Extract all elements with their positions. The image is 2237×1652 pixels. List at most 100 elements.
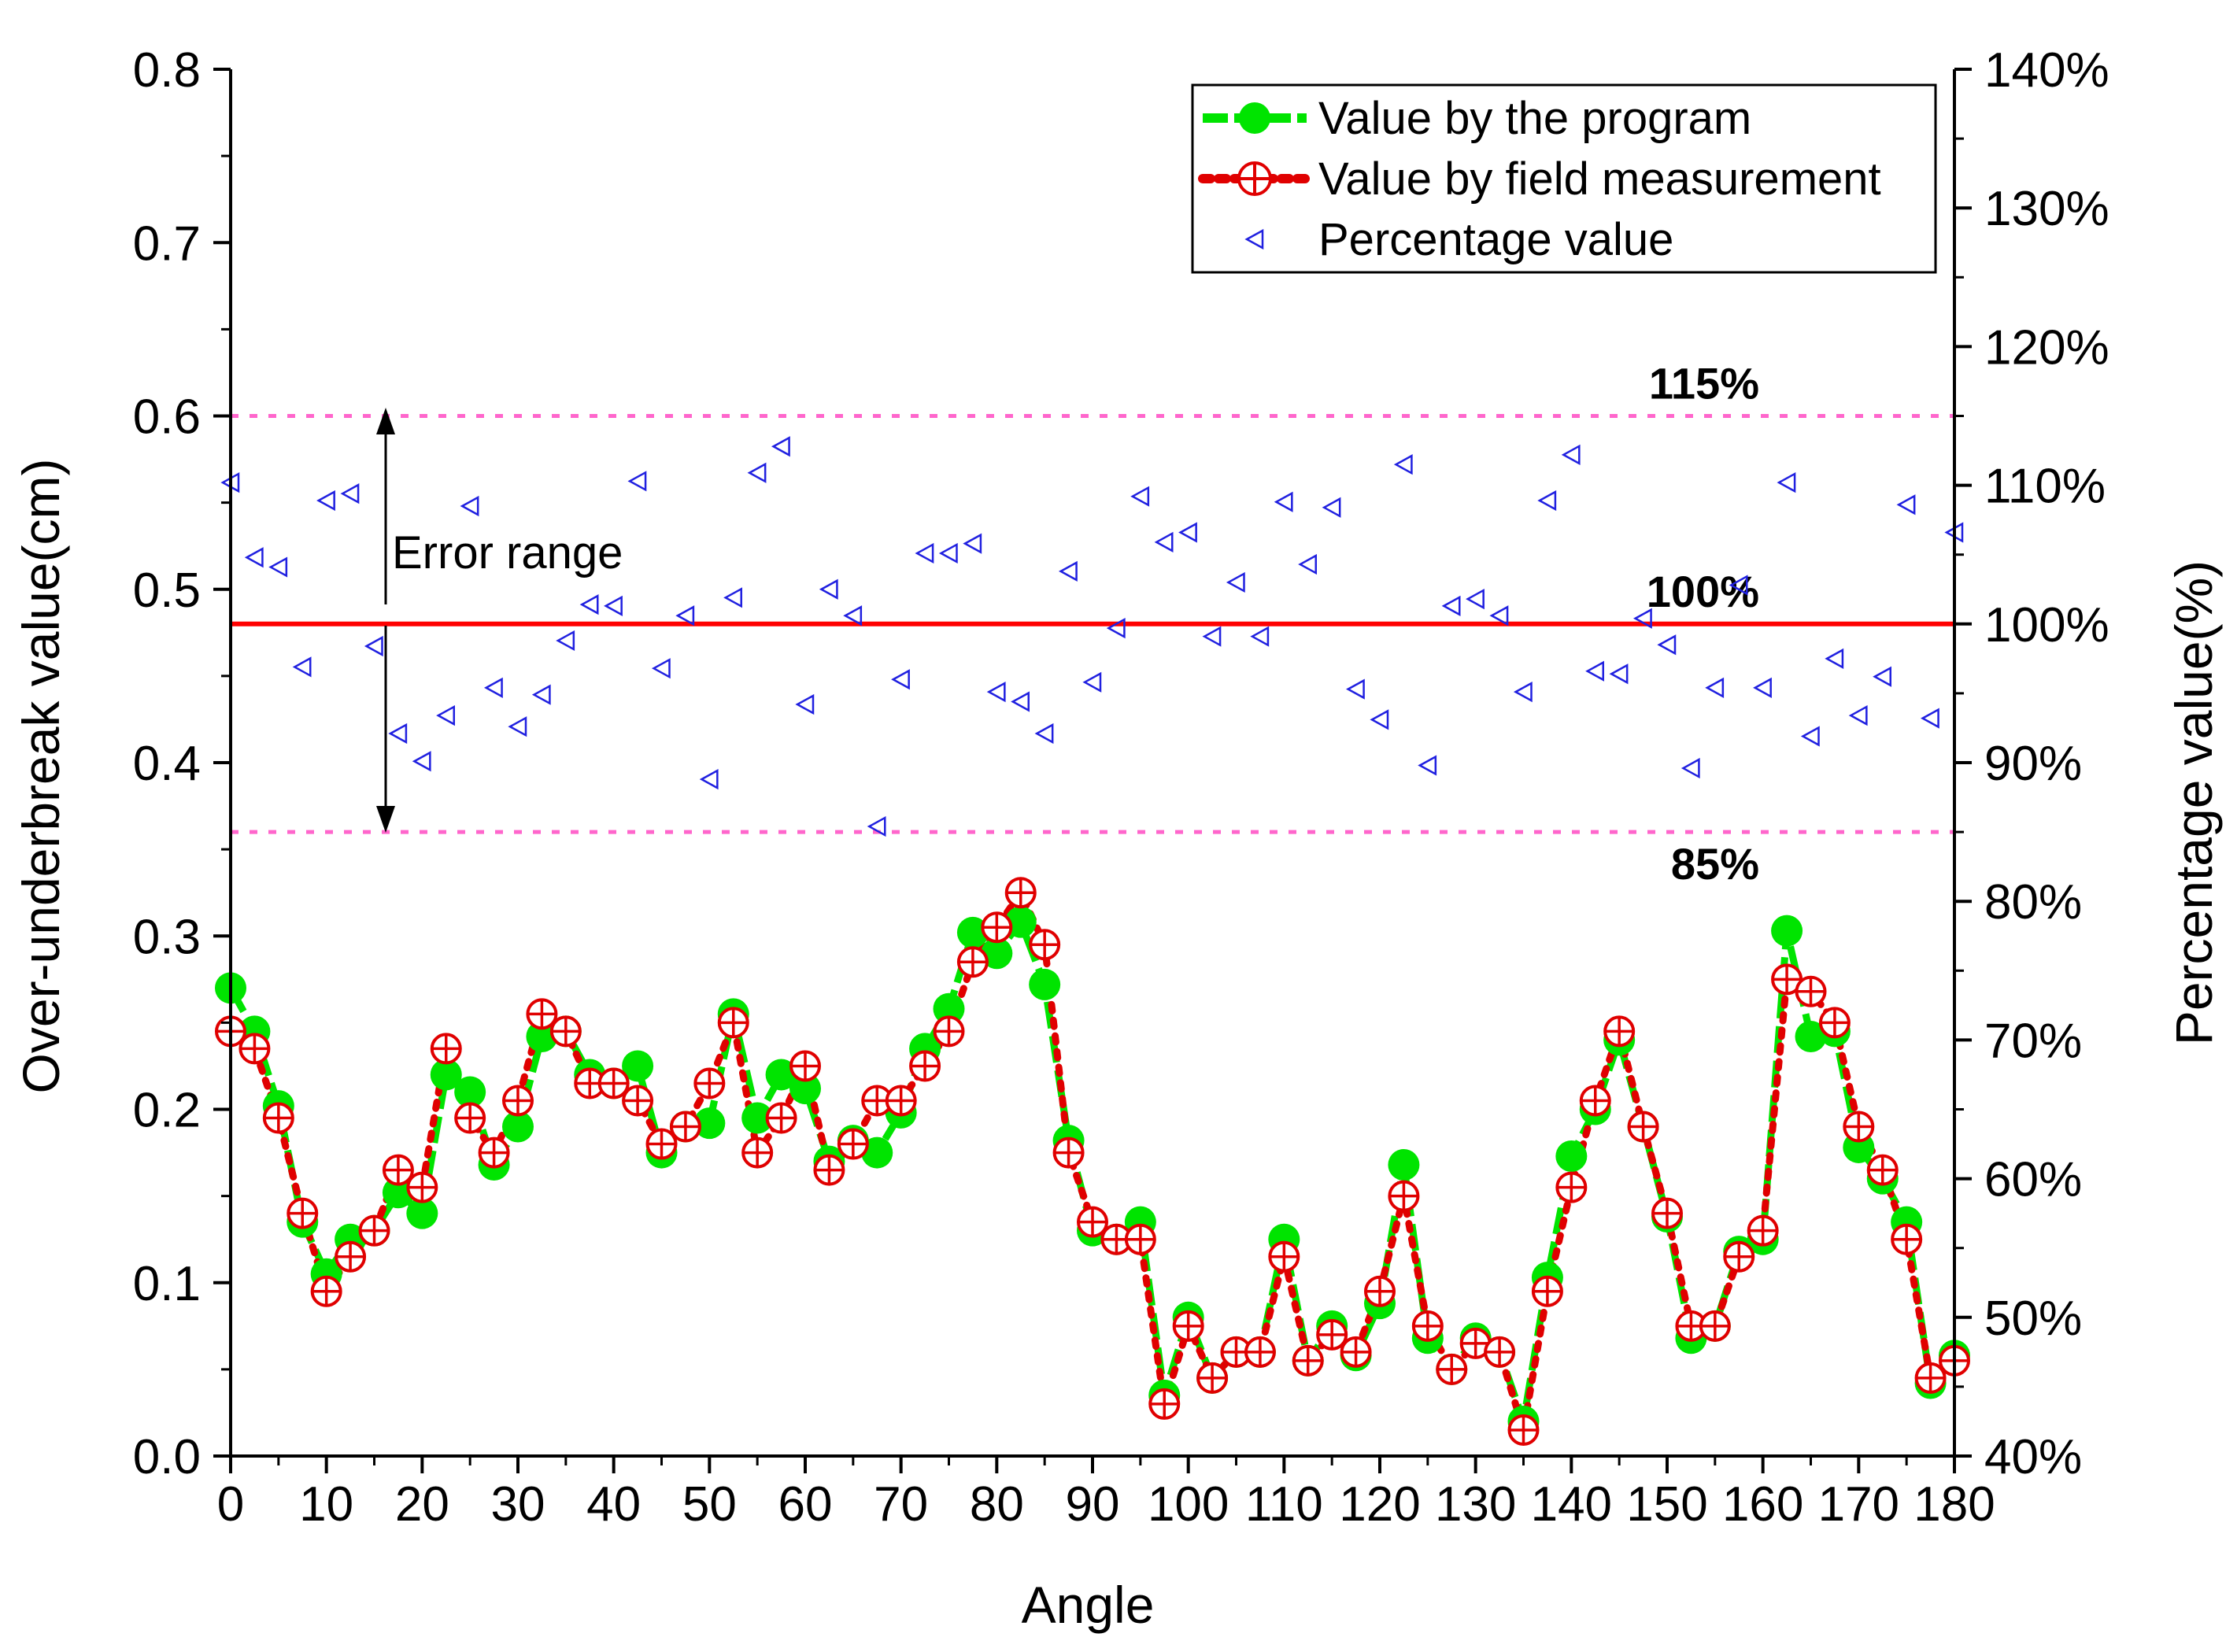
field-point [909,1050,941,1082]
field-point [837,1128,869,1160]
field-point [1148,1388,1181,1420]
percentage-point [1489,605,1509,626]
percentage-point [651,658,671,679]
percentage-point [1777,471,1796,493]
y2-tick-label: 60% [1984,1153,2082,1207]
y2-tick-label: 100% [1984,598,2109,652]
program-point [406,1197,438,1229]
percentage-point [1657,634,1677,656]
legend: Value by the program Value by field meas… [1191,83,1937,274]
field-point [1436,1353,1468,1385]
percentage-point [1729,575,1748,596]
program-point [933,992,965,1025]
percentage-point [1011,691,1030,712]
percentage-point [986,682,1006,703]
percentage-point [531,684,551,705]
percentage-point [316,490,335,512]
program-point [981,937,1013,970]
percentage-point [747,462,767,483]
y2-tick-label: 70% [1984,1014,2082,1068]
field-point [622,1085,654,1117]
field-point [1507,1414,1540,1446]
percentage-point [1825,648,1844,669]
percentage-point [268,556,288,578]
field-point [1364,1275,1396,1307]
field-point [502,1085,534,1117]
field-point [430,1033,462,1065]
percentage-point [1034,723,1054,745]
field-point [1531,1275,1563,1307]
field-point [526,998,558,1030]
x-axis-title: Angle [1022,1576,1155,1634]
field-point [933,1015,965,1048]
field-point [1077,1206,1108,1238]
percentage-point [1896,494,1916,516]
y2-tick-label: 50% [1984,1292,2082,1346]
field-point [1771,963,1803,996]
field-point [597,1067,630,1099]
axes: 0 10 20 30 40 50 60 70 80 90 100 110 120 130 140 150 160… [133,43,2109,1532]
y-tick-label: 0.5 [133,564,201,618]
field-point [1675,1310,1707,1342]
error-range-arrowhead-up [376,408,395,434]
field-point [1555,1171,1588,1203]
program-point [1388,1148,1420,1181]
y2-axis-title: Percentage value(%) [2165,560,2223,1045]
field-point [335,1240,367,1273]
percentage-point [244,547,264,568]
percentage-point [579,594,599,615]
percentage-point [1178,522,1197,543]
y2-tick-label: 80% [1984,875,2082,929]
field-point [238,1033,271,1065]
percentage-point [819,578,838,600]
y-axis-title: Over-underbreak value(cm) [12,459,70,1094]
x-tick-label: 180 [1913,1477,1995,1532]
field-point [287,1197,319,1229]
percentage-point [460,495,479,517]
percentage-point [1058,560,1078,582]
field-point [1651,1197,1683,1229]
field-point [1579,1085,1611,1117]
x-tick-label: 110 [1245,1477,1323,1532]
field-point [885,1085,917,1117]
error-range-annotation: Error range [376,408,623,833]
x-tick-label: 20 [395,1477,449,1532]
field-point [262,1102,294,1134]
percentage-point [915,542,934,564]
field-point [1124,1223,1156,1255]
x-tick-label: 120 [1339,1477,1420,1532]
field-point [645,1128,678,1160]
x-tick-label: 170 [1818,1477,1899,1532]
x-tick-label: 90 [1066,1477,1120,1532]
x-tick-label: 80 [970,1477,1024,1532]
percentage-point [1441,595,1461,617]
legend-item-program: Value by the program [1203,93,1751,144]
percentage-point [1681,757,1700,779]
reference-label-2: 85% [1671,839,1759,889]
reference-label-0: 115% [1649,359,1759,408]
percentage-point [867,815,886,837]
program-point [1795,1020,1827,1052]
field-point [310,1275,342,1307]
percentage-point [1154,531,1174,553]
program-point [1029,968,1061,1000]
x-tick-label: 140 [1531,1477,1612,1532]
percentage-point [963,533,982,554]
y-tick-label: 0.0 [133,1430,201,1484]
field-point [1411,1310,1444,1342]
program-point [430,1059,462,1091]
program-point [502,1111,534,1143]
field-point [358,1214,390,1247]
percentage-point [1632,608,1652,629]
x-tick-label: 100 [1148,1477,1229,1532]
field-point [1196,1362,1229,1394]
percentage-point [1322,497,1341,518]
program-point [1555,1140,1588,1172]
reference-lines: 115%100%85% [231,359,1954,889]
program-point [454,1076,486,1108]
legend-item-field: Value by field measurement [1198,153,1881,205]
field-point [1100,1223,1133,1255]
field-point [478,1136,510,1169]
field-point [1292,1344,1324,1377]
percentage-point [1800,726,1820,747]
